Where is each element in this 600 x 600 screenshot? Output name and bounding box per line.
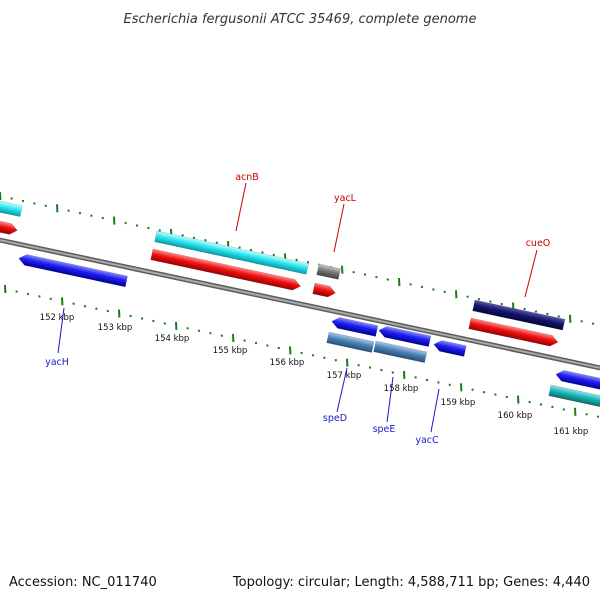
upper-tick-rail <box>0 191 595 325</box>
gene-yacc-blue[interactable] <box>433 339 467 357</box>
scale-label: 156 kbp <box>270 358 305 368</box>
gene-cueo-red[interactable] <box>468 317 559 348</box>
scale-label: 157 kbp <box>327 371 362 381</box>
lower-tick-rail <box>4 284 600 418</box>
scale-label: 161 kbp <box>554 427 589 437</box>
gene-label-sped[interactable]: speD <box>323 413 347 424</box>
gene-label-yacc[interactable]: yacC <box>415 435 439 446</box>
scale-label: 154 kbp <box>155 334 190 344</box>
genome-backbone <box>0 237 600 371</box>
topology-text: Topology: circular; Length: 4,588,711 bp… <box>232 575 590 590</box>
gene-cueo-navy[interactable] <box>472 299 566 331</box>
label-connectors <box>57 182 538 433</box>
gene-acnb-cyan[interactable] <box>154 230 309 275</box>
scale-label: 152 kbp <box>40 313 75 323</box>
gene-red-left-edge[interactable] <box>0 219 18 236</box>
gene-spee-steel[interactable] <box>373 340 428 363</box>
gene-gray[interactable] <box>316 263 341 280</box>
gene-cyan-left-edge[interactable] <box>0 199 23 217</box>
scale-labels: 152 kbp 153 kbp 154 kbp 155 kbp 156 kbp … <box>40 313 589 437</box>
gene-sped-steel[interactable] <box>326 331 375 353</box>
gene-acnb-red[interactable] <box>150 248 302 292</box>
gene-teal-right[interactable] <box>548 384 600 409</box>
gene-label-spee[interactable]: speE <box>373 424 396 435</box>
gene-label-cueo[interactable]: cueO <box>526 238 551 249</box>
gene-yach-blue[interactable] <box>18 253 128 288</box>
gene-features <box>0 199 600 409</box>
gene-spee-blue[interactable] <box>378 325 432 347</box>
scale-label: 159 kbp <box>441 398 476 408</box>
gene-sped-blue[interactable] <box>331 316 379 337</box>
gene-label-acnb[interactable]: acnB <box>235 172 259 183</box>
gene-label-yacl[interactable]: yacL <box>334 193 357 204</box>
gene-blue-right[interactable] <box>555 369 600 393</box>
scale-label: 158 kbp <box>384 384 419 394</box>
accession-text: Accession: NC_011740 <box>9 575 157 590</box>
gene-label-yach[interactable]: yacH <box>45 357 69 368</box>
scale-label: 155 kbp <box>213 346 248 356</box>
map-title: Escherichia fergusonii ATCC 35469, compl… <box>124 12 477 27</box>
gene-yacl-red[interactable] <box>312 282 337 298</box>
scale-label: 153 kbp <box>98 323 133 333</box>
scale-label: 160 kbp <box>498 411 533 421</box>
